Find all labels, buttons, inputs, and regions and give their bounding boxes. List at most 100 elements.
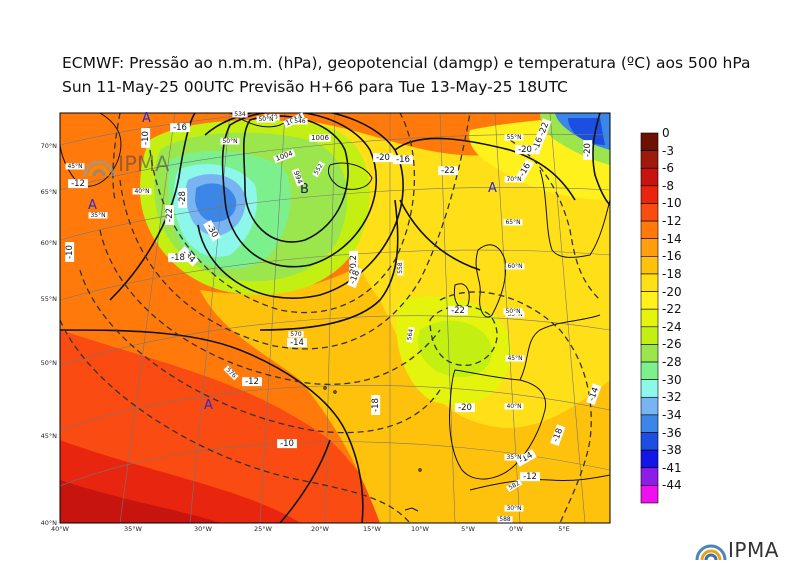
colorbar-tick-label: -41: [662, 460, 682, 475]
longitude-label: 40°W: [51, 525, 70, 533]
grid-latitude-label: 60°N: [505, 263, 525, 270]
svg-text:564: 564: [406, 328, 415, 341]
temperature-label: -12: [520, 472, 540, 482]
geopotential-label: 546: [292, 118, 308, 125]
colorbar-tick-label: -34: [662, 407, 682, 422]
colorbar-tick-label: -20: [662, 284, 682, 299]
colorbar-swatch: [640, 273, 659, 292]
svg-text:1006: 1006: [311, 134, 329, 142]
colorbar-swatch: [640, 396, 659, 416]
colorbar-swatch: [640, 150, 659, 169]
high-pressure-label: A: [88, 198, 97, 213]
low-pressure-label: B: [300, 182, 309, 197]
temperature-label: -10: [65, 242, 75, 262]
colorbar-swatch: [640, 344, 659, 363]
colorbar-swatch: [640, 449, 659, 469]
colorbar-tick-label: -22: [662, 302, 682, 317]
temperature-label: -18: [550, 424, 566, 447]
colorbar-tick-label: 0: [662, 126, 670, 140]
grid-latitude-label: 30°N: [504, 505, 524, 512]
map-subtitle: Sun 11-May-25 00UTC Previsão H+66 para T…: [62, 78, 568, 96]
svg-text:-14: -14: [587, 386, 601, 402]
svg-text:-18: -18: [348, 269, 362, 285]
svg-text:65°N: 65°N: [505, 219, 520, 226]
colorbar-tick-label: -38: [662, 443, 682, 458]
latitude-label: 40°N: [41, 519, 58, 527]
svg-text:45°N: 45°N: [507, 355, 522, 362]
temperature-label: -16: [393, 155, 413, 165]
svg-text:-10: -10: [141, 131, 151, 145]
grid-latitude-label: 35°N: [504, 454, 524, 461]
svg-text:-22: -22: [537, 121, 551, 137]
grid-latitude-label: 35°N: [88, 212, 108, 219]
colorbar-tick-label: -14: [662, 231, 682, 246]
temperature-label: -20: [455, 403, 475, 413]
colorbar-swatch: [640, 185, 659, 204]
high-pressure-label: A: [488, 181, 497, 196]
longitude-label: 20°W: [311, 525, 330, 533]
svg-text:-12: -12: [71, 179, 85, 189]
colorbar-swatch: [640, 485, 659, 504]
high-pressure-label: A: [142, 111, 151, 126]
geopotential-label: 552: [312, 161, 326, 178]
isobars: [60, 113, 610, 523]
svg-text:50°N: 50°N: [505, 308, 520, 315]
longitude-label: 25°W: [254, 525, 273, 533]
svg-text:55°N: 55°N: [506, 134, 521, 141]
longitude-label: 0°W: [509, 525, 523, 533]
svg-text:-18: -18: [371, 398, 381, 412]
colorbar-swatch: [640, 467, 659, 486]
grid-latitude-label: 50°N: [220, 138, 240, 145]
svg-text:-20: -20: [518, 145, 532, 155]
colorbar-tick-label: -32: [662, 390, 682, 405]
svg-text:-22: -22: [451, 306, 465, 316]
ipma-logo-icon: [695, 544, 727, 561]
longitude-label: 35°W: [124, 525, 143, 533]
svg-text:-10: -10: [280, 439, 294, 449]
temperature-label: -18: [347, 266, 363, 289]
latitude-label: 70°N: [41, 142, 58, 150]
latitude-label: 45°N: [41, 432, 58, 440]
svg-text:70°N: 70°N: [506, 176, 521, 183]
geopotential-label: 570: [288, 331, 304, 338]
temperature-label: -20: [515, 145, 535, 155]
temperature-label: -22: [536, 118, 552, 141]
colorbar-tick-label: -24: [662, 319, 682, 334]
ipma-logo: IPMA: [694, 536, 784, 564]
latitude-label: 55°N: [41, 295, 58, 303]
coastlines: [60, 113, 610, 512]
ipma-watermark: IPMA: [82, 150, 192, 184]
longitude-label: 5°W: [461, 525, 475, 533]
high-pressure-label: A: [204, 398, 213, 413]
svg-text:-20: -20: [376, 153, 390, 163]
latitude-label: 60°N: [41, 239, 58, 247]
grid-latitude-label: 70°N: [504, 176, 524, 183]
temperature-label: -14: [287, 338, 307, 348]
colorbar-swatch: [640, 308, 659, 328]
svg-text:-20.2: -20.2: [349, 255, 359, 277]
colorbar-tick-label: -26: [662, 337, 682, 352]
svg-text:-28: -28: [178, 191, 188, 205]
ipma-logo-icon: [83, 160, 115, 177]
geopotential-label: 534: [232, 111, 248, 118]
axis-labels: 40°W 35°W 30°W 25°W 20°W 15°W 10°W 5°W 0°W 5°E 40°…: [41, 142, 570, 533]
colorbar-tick-label: -3: [662, 143, 674, 158]
svg-text:-16: -16: [173, 123, 187, 133]
svg-text:-12: -12: [523, 472, 537, 482]
svg-text:35°N: 35°N: [90, 212, 105, 219]
geopotential-label: 564: [405, 326, 415, 343]
temperature-label: -28: [178, 188, 188, 208]
colorbar-tick-label: -18: [662, 266, 682, 281]
svg-text:-20: -20: [583, 143, 593, 157]
colorbar-swatch: [640, 203, 659, 222]
temperature-label: -16: [170, 123, 190, 133]
latitude-label: 50°N: [41, 359, 58, 367]
grid-latitude-label: 45°N: [505, 355, 525, 362]
svg-text:-18: -18: [551, 427, 565, 443]
svg-text:-10: -10: [65, 245, 75, 259]
colorbar-tick-label: -44: [662, 478, 682, 493]
geopotential-lines: [60, 113, 601, 523]
grid-latitude-label: 40°N: [504, 403, 524, 410]
longitude-label: 30°W: [194, 525, 213, 533]
